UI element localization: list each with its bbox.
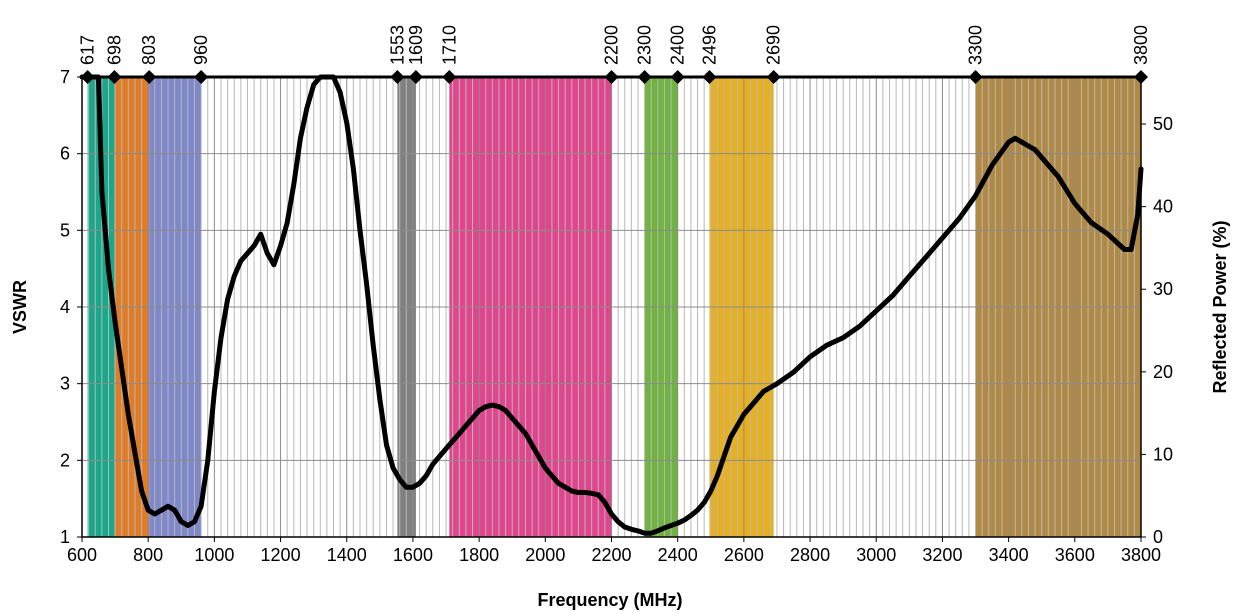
band-marker-diamond (702, 70, 717, 84)
band-marker-diamond (107, 70, 122, 84)
band-marker-label: 2496 (699, 25, 719, 65)
y-tick-label: 1 (60, 527, 70, 547)
band-marker-diamond (1134, 70, 1148, 84)
y2-tick-label: 40 (1153, 197, 1173, 217)
band-marker-label: 698 (104, 35, 124, 65)
y-axis-ticks: 1 2 3 4 5 6 7 (60, 67, 82, 547)
band-marker-label: 1553 (387, 25, 407, 65)
y-tick-label: 6 (60, 144, 70, 164)
y-tick-label: 3 (60, 374, 70, 394)
band-marker-diamond (670, 70, 685, 84)
y2-axis-ticks: 0 10 20 30 40 50 (1141, 114, 1173, 547)
grid (82, 77, 1141, 537)
x-tick-label: 2800 (790, 545, 830, 565)
band-marker-label: 960 (191, 35, 211, 65)
x-tick-label: 2400 (658, 545, 698, 565)
y-axis-title: VSWR (10, 280, 30, 334)
x-tick-label: 1800 (459, 545, 499, 565)
band-marker-diamond (142, 70, 157, 84)
band-marker-label: 1710 (439, 25, 459, 65)
band-marker-label: 803 (139, 35, 159, 65)
band-marker-diamond (408, 70, 423, 84)
band-marker-diamond (604, 70, 619, 84)
x-tick-label: 3800 (1121, 545, 1161, 565)
band-marker-label: 3300 (966, 25, 986, 65)
band-marker-diamond (194, 70, 209, 84)
x-axis-ticks: 600 800 1000 1200 1400 1600 1800 2000 2200 2400 26… (67, 537, 1161, 565)
x-tick-label: 1000 (194, 545, 234, 565)
band-marker-label: 3800 (1131, 25, 1151, 65)
x-tick-label: 800 (133, 545, 163, 565)
band-marker-label: 1609 (406, 25, 426, 65)
x-tick-label: 3600 (1055, 545, 1095, 565)
x-tick-label: 1600 (393, 545, 433, 565)
y-tick-label: 5 (60, 220, 70, 240)
y2-tick-label: 50 (1153, 114, 1173, 134)
band-marker-diamond (442, 70, 457, 84)
band-marker-diamond (80, 70, 95, 84)
x-tick-label: 3400 (989, 545, 1029, 565)
band-marker-diamond (637, 70, 652, 84)
x-tick-label: 600 (67, 545, 97, 565)
vswr-series-line (79, 74, 1144, 536)
y2-axis-title: Reflected Power (%) (1210, 220, 1230, 393)
y2-tick-label: 30 (1153, 279, 1173, 299)
band-marker-label: 2400 (668, 25, 688, 65)
x-tick-label: 2000 (525, 545, 565, 565)
band-marker-diamond (968, 70, 983, 84)
band-marker-label: 2300 (635, 25, 655, 65)
x-tick-label: 2600 (724, 545, 764, 565)
x-tick-label: 1400 (327, 545, 367, 565)
y2-tick-label: 10 (1153, 444, 1173, 464)
y2-tick-label: 20 (1153, 362, 1173, 382)
band-marker-label: 617 (78, 35, 98, 65)
x-axis-title: Frequency (MHz) (537, 590, 682, 610)
y-tick-label: 2 (60, 450, 70, 470)
x-tick-label: 2200 (591, 545, 631, 565)
x-tick-label: 3200 (922, 545, 962, 565)
band-marker-diamond (390, 70, 405, 84)
band-marker-label: 2200 (602, 25, 622, 65)
band-marker-label: 2690 (764, 25, 784, 65)
band-marker-diamond (766, 70, 781, 84)
y-tick-label: 7 (60, 67, 70, 87)
y-tick-label: 4 (60, 297, 70, 317)
y2-tick-label: 0 (1153, 527, 1163, 547)
series-layer (79, 74, 1144, 536)
x-tick-label: 1200 (261, 545, 301, 565)
x-tick-label: 3000 (856, 545, 896, 565)
